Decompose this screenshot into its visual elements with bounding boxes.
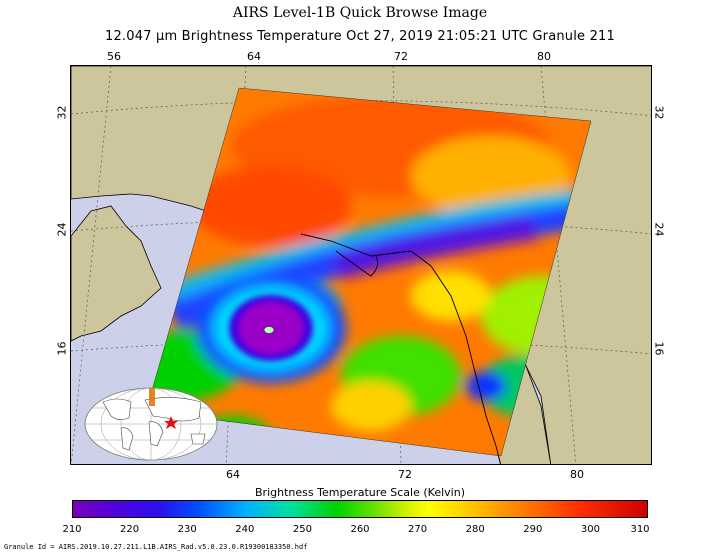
colorbar-tick-220: 220 (120, 524, 140, 535)
top-lon-label-72: 72 (394, 50, 408, 63)
right-lat-label-32: 32 (652, 105, 666, 120)
left-lat-label-16: 16 (55, 341, 69, 356)
granule-id-footer: Granule Id = AIRS.2019.10.27.211.L1B.AIR… (4, 543, 308, 551)
bottom-lon-label-72: 72 (398, 468, 412, 481)
colorbar-tick-310: 310 (630, 524, 650, 535)
page-title: AIRS Level-1B Quick Browse Image (232, 5, 488, 21)
bottom-lon-label-64: 64 (226, 468, 240, 481)
map-panel (70, 65, 652, 465)
colorbar (72, 500, 648, 518)
inset-world-map (84, 387, 218, 461)
coastline (300, 233, 501, 464)
colorbar-tick-290: 290 (523, 524, 543, 535)
colorbar-tick-210: 210 (62, 524, 82, 535)
colorbar-tick-270: 270 (408, 524, 428, 535)
left-lat-label-24: 24 (55, 222, 69, 237)
colorbar-tick-300: 300 (580, 524, 600, 535)
colorbar-tick-280: 280 (465, 524, 485, 535)
colorbar-tick-230: 230 (177, 524, 197, 535)
top-lon-label-80: 80 (537, 50, 551, 63)
bottom-lon-label-80: 80 (570, 468, 584, 481)
colorbar-tick-240: 240 (235, 524, 255, 535)
left-lat-label-32: 32 (55, 105, 69, 120)
map-svg (71, 66, 651, 464)
right-lat-label-24: 24 (652, 222, 666, 237)
swath-outline (145, 87, 592, 457)
colorbar-tick-250: 250 (292, 524, 312, 535)
location-star-icon (164, 416, 178, 429)
right-lat-label-16: 16 (652, 341, 666, 356)
colorbar-title: Brightness Temperature Scale (Kelvin) (255, 486, 465, 499)
top-lon-label-56: 56 (107, 50, 121, 63)
page-subtitle: 12.047 μm Brightness Temperature Oct 27,… (104, 29, 616, 44)
top-lon-label-64: 64 (247, 50, 261, 63)
colorbar-tick-260: 260 (350, 524, 370, 535)
